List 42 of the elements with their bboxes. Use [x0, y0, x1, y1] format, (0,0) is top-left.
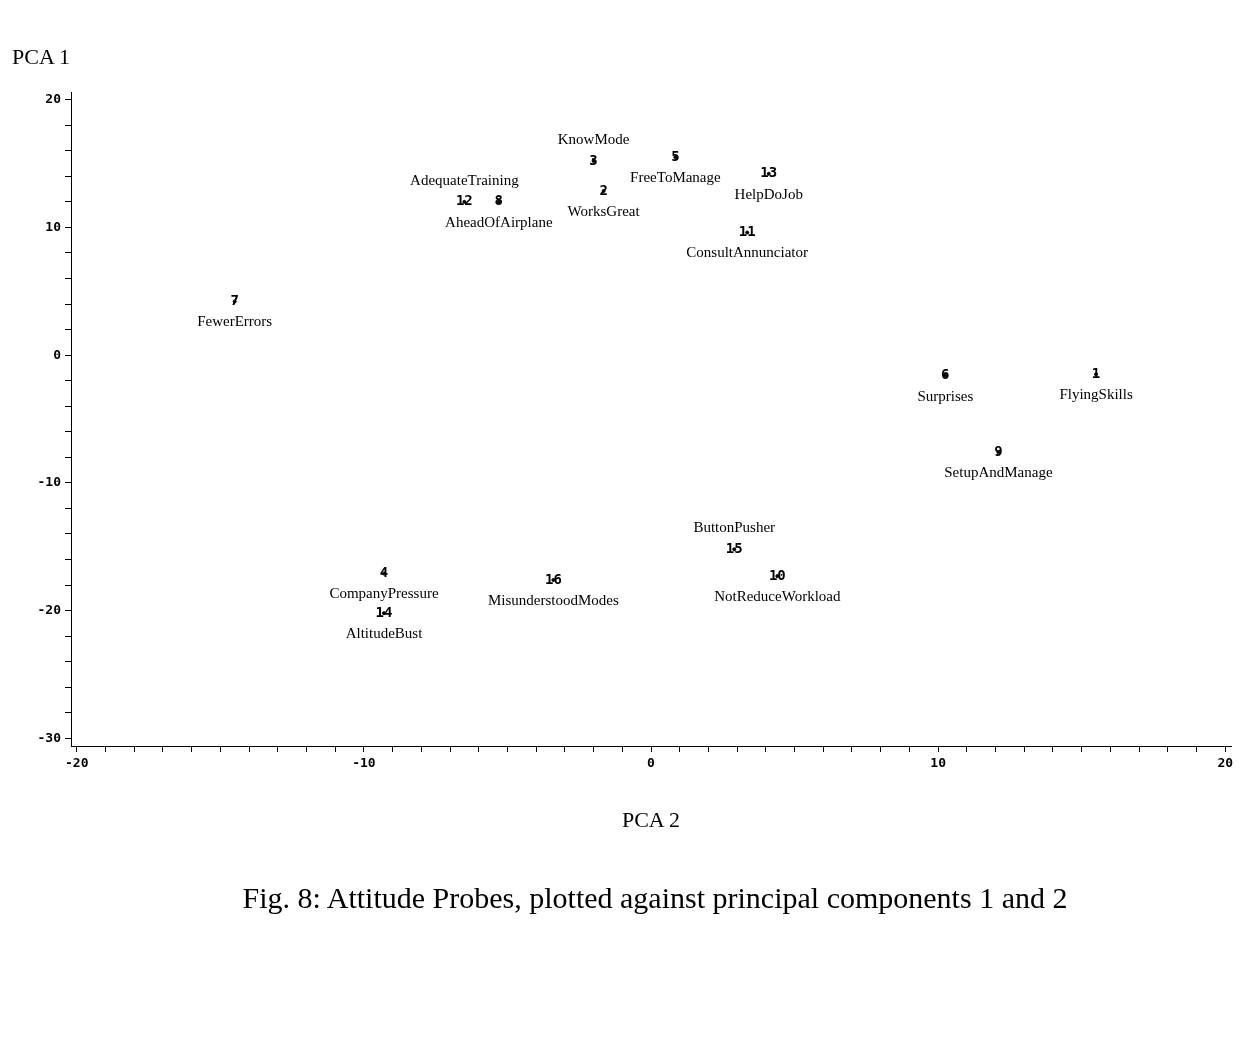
y-tick-label: 0: [53, 346, 62, 362]
y-tick-label: 20: [45, 91, 62, 107]
annotation: 10: [768, 566, 786, 583]
x-axis-title: PCA 2: [621, 806, 681, 832]
x-tick-label: -10: [352, 755, 376, 771]
annotation: SetupAndManage: [944, 464, 1053, 481]
annotation: 5: [671, 147, 680, 164]
annotation: 9: [994, 442, 1003, 459]
annotation: AltitudeBust: [345, 625, 424, 642]
annotation: Surprises: [917, 387, 974, 404]
annotation: FreeToManage: [630, 169, 722, 186]
annotation: 14: [375, 603, 393, 620]
y-tick-label: -30: [37, 729, 62, 745]
annotation: FewerErrors: [197, 313, 273, 330]
annotation: HelpDoJob: [734, 185, 803, 202]
annotation: FlyingSkills: [1059, 386, 1133, 403]
annotation: 13: [760, 164, 778, 181]
annotation: KnowMode: [557, 130, 630, 147]
annotation: 16: [544, 570, 562, 587]
y-tick-label: 10: [45, 218, 62, 234]
annotation: 3: [589, 151, 598, 168]
annotation: ConsultAnnunciator: [686, 244, 809, 261]
annotation: 6: [941, 366, 950, 383]
y-tick-label: -20: [37, 601, 62, 617]
annotation: AdequateTraining: [410, 171, 520, 188]
x-tick-label: 0: [647, 755, 656, 771]
annotation: AheadOfAirplane: [445, 213, 553, 230]
x-tick-label: 20: [1217, 755, 1234, 771]
annotation: NotReduceWorkload: [714, 588, 841, 605]
annotation: 12: [455, 192, 473, 209]
caption: Fig. 8: Attitude Probes, plotted against principal components 1 and 2: [242, 880, 1068, 914]
annotation: 11: [738, 223, 756, 240]
annotation: WorksGreat: [567, 202, 641, 219]
y-axis-title: PCA 1: [12, 43, 71, 69]
x-tick-label: -20: [65, 755, 89, 771]
annotation: MisunderstoodModes: [487, 591, 619, 608]
x-tick-label: 10: [930, 755, 947, 771]
annotation: 15: [725, 539, 743, 556]
annotation: CompanyPressure: [329, 585, 439, 602]
y-tick-label: -10: [37, 474, 62, 490]
annotation: 8: [494, 192, 504, 209]
annotation: ButtonPusher: [693, 519, 776, 536]
